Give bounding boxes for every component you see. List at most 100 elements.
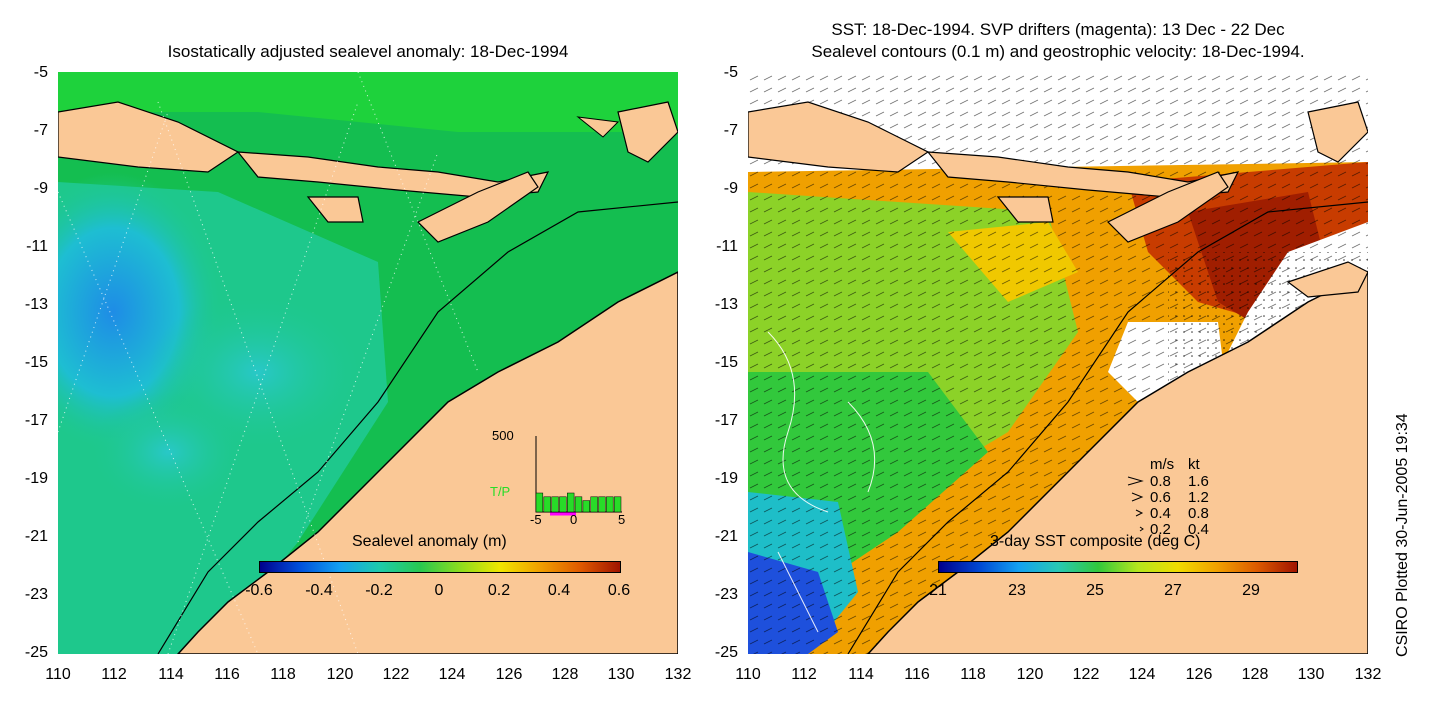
sst-map: [748, 72, 1368, 654]
velocity-arrow-icon: [1139, 526, 1144, 532]
x-tick: 112: [101, 666, 127, 683]
inset-bar: [582, 500, 590, 513]
x-tick: 114: [158, 666, 184, 683]
y-tick: -17: [24, 412, 48, 429]
velocity-arrow-icon: [1131, 492, 1144, 502]
colorbar-tick: 25: [1086, 582, 1104, 599]
sealevel-map-graphic: [58, 72, 678, 654]
y-tick: -25: [714, 644, 738, 661]
colorbar-tick: 27: [1164, 582, 1182, 599]
tp-inset: 500 T/P -5 0 5: [480, 428, 640, 528]
right-colorbar: [938, 561, 1298, 573]
x-tick: 120: [326, 666, 354, 683]
x-tick: 114: [848, 666, 874, 683]
x-tick: 126: [495, 666, 523, 683]
sealevel-anomaly-map: [58, 72, 678, 654]
y-tick: -11: [716, 238, 738, 255]
inset-bar: [559, 496, 567, 513]
x-tick: 132: [664, 666, 692, 683]
velocity-arrow-icon: [1135, 509, 1144, 517]
y-tick: -19: [714, 470, 738, 487]
x-tick: 132: [1354, 666, 1382, 683]
velocity-legend-ms: 0.8: [1150, 473, 1171, 490]
y-tick: -17: [714, 412, 738, 429]
inset-bar: [551, 496, 559, 513]
colorbar-tick: 0.2: [487, 582, 511, 599]
left-colorbar: [259, 561, 621, 573]
x-tick: 120: [1016, 666, 1044, 683]
y-tick: -21: [714, 528, 738, 545]
inset-bar: [574, 496, 583, 513]
x-tick: 128: [551, 666, 579, 683]
y-tick: -23: [24, 586, 48, 603]
x-tick: 122: [1072, 666, 1100, 683]
x-tick: 126: [1185, 666, 1213, 683]
inset-x-tick: -5: [530, 512, 542, 527]
y-tick: -5: [33, 64, 48, 81]
y-tick: -21: [24, 528, 48, 545]
x-tick: 122: [382, 666, 410, 683]
x-tick: 128: [1241, 666, 1269, 683]
velocity-legend-ms: 0.2: [1150, 521, 1171, 538]
x-tick: 110: [735, 666, 761, 683]
x-tick: 110: [45, 666, 71, 683]
inset-bar: [598, 496, 606, 513]
y-tick: -19: [24, 470, 48, 487]
x-tick: 118: [270, 666, 296, 683]
velocity-legend-ms: 0.4: [1150, 505, 1171, 522]
velocity-legend-header-kt: kt: [1188, 456, 1200, 473]
y-tick: -9: [723, 180, 738, 197]
y-tick: -11: [26, 238, 48, 255]
colorbar-tick: -0.6: [245, 582, 273, 599]
inset-y-max-label: 500: [492, 428, 514, 443]
inset-histogram: [535, 436, 622, 516]
x-tick: 130: [1297, 666, 1325, 683]
left-colorbar-label: Sealevel anomaly (m): [352, 533, 507, 550]
y-tick: -13: [24, 296, 48, 313]
velocity-legend-kt: 0.8: [1188, 505, 1209, 522]
y-tick: -23: [714, 586, 738, 603]
inset-bar: [606, 496, 614, 513]
inset-bar: [590, 496, 598, 513]
inset-x-tick: 5: [618, 512, 626, 527]
colorbar-tick: -0.4: [305, 582, 333, 599]
colorbar-tick: -0.2: [365, 582, 393, 599]
colorbar-tick: 29: [1242, 582, 1260, 599]
velocity-legend-ms: 0.6: [1150, 489, 1171, 506]
colorbar-tick: 0: [434, 582, 444, 599]
velocity-legend-kt: 1.6: [1188, 473, 1209, 490]
left-panel-title: Isostatically adjusted sealevel anomaly:…: [167, 42, 569, 61]
right-colorbar-label: 3-day SST composite (deg C): [990, 533, 1201, 550]
right-panel-title-line2: Sealevel contours (0.1 m) and geostrophi…: [811, 42, 1305, 61]
velocity-legend-kt: 1.2: [1188, 489, 1209, 506]
y-tick: -5: [723, 64, 738, 81]
colorbar-tick: 0.4: [547, 582, 571, 599]
y-tick: -9: [33, 180, 48, 197]
x-tick: 116: [214, 666, 240, 683]
x-tick: 116: [904, 666, 930, 683]
inset-bar: [613, 496, 622, 513]
inset-series-label: T/P: [490, 484, 511, 499]
x-tick: 124: [1128, 666, 1156, 683]
inset-bar: [567, 492, 575, 513]
colorbar-tick: 23: [1008, 582, 1026, 599]
y-tick: -15: [714, 354, 738, 371]
y-tick: -25: [24, 644, 48, 661]
right-panel-title-line1: SST: 18-Dec-1994. SVP drifters (magenta)…: [831, 20, 1285, 39]
inset-bar: [535, 492, 544, 513]
plot-credit: CSIRO Plotted 30-Jun-2005 19:34: [1394, 413, 1411, 657]
inset-x-tick: 0: [570, 512, 578, 527]
y-tick: -15: [24, 354, 48, 371]
velocity-legend-kt: 0.4: [1188, 521, 1209, 538]
velocity-legend-header-ms: m/s: [1150, 456, 1175, 473]
y-tick: -7: [723, 122, 738, 139]
velocity-arrow-icon: [1127, 476, 1144, 486]
colorbar-tick: 21: [929, 582, 947, 599]
sst-map-graphic: [748, 72, 1368, 654]
colorbar-tick: 0.6: [607, 582, 631, 599]
x-tick: 112: [791, 666, 817, 683]
y-tick: -13: [714, 296, 738, 313]
inset-bar: [543, 496, 551, 513]
y-tick: -7: [33, 122, 48, 139]
x-tick: 118: [960, 666, 986, 683]
